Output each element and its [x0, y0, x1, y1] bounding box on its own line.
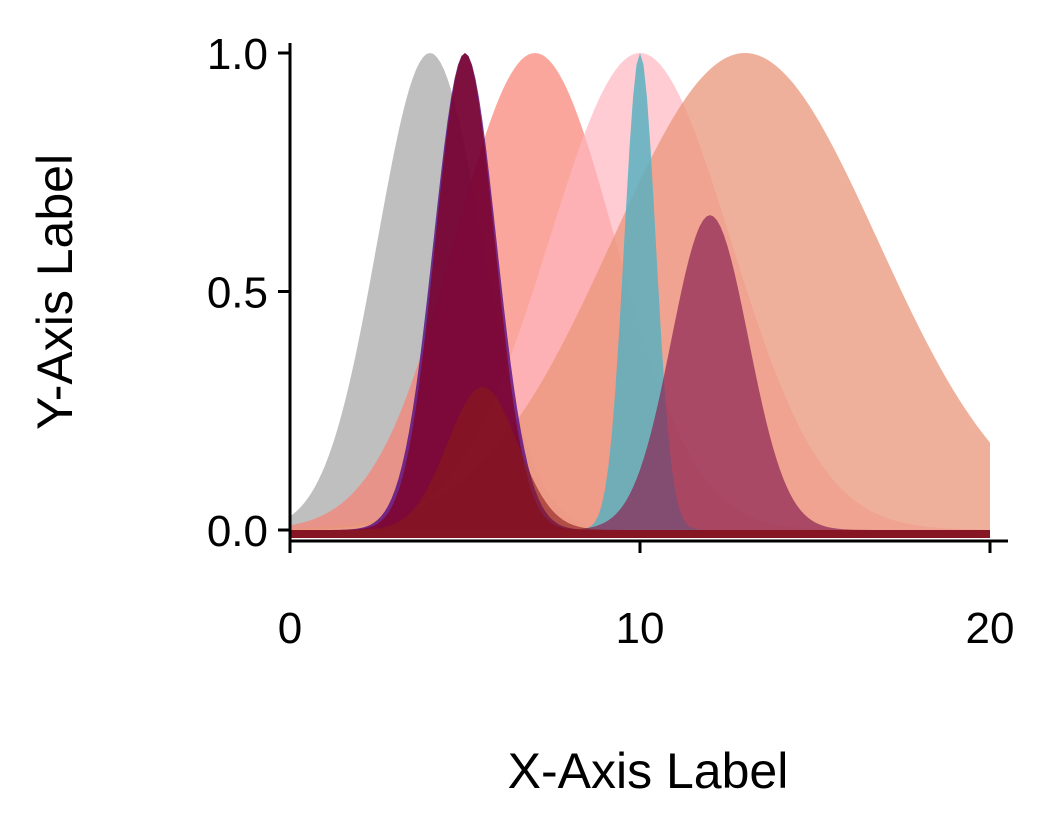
x-tick-label-1: 10 [616, 604, 665, 653]
y-tick-label-0: 0.0 [207, 507, 268, 556]
y-ticks-group: 0.0 0.5 1.0 [207, 30, 290, 556]
series-area-9 [290, 386, 990, 538]
x-axis-title: X-Axis Label [508, 743, 789, 799]
series-area-6 [290, 53, 990, 538]
y-axis-title: Y-Axis Label [27, 154, 83, 430]
x-ticks-group: 0 10 20 [278, 541, 1015, 653]
series-group [290, 53, 990, 538]
y-tick-label-2: 1.0 [207, 30, 268, 79]
x-tick-label-0: 0 [278, 604, 302, 653]
series-area-7 [290, 215, 990, 538]
y-tick-label-1: 0.5 [207, 269, 268, 318]
x-tick-label-2: 20 [966, 604, 1015, 653]
